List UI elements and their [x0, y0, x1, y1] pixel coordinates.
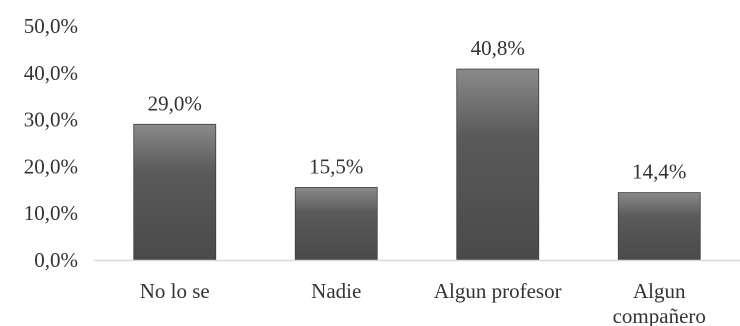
x-tick-label: compañero	[613, 304, 706, 326]
x-tick-label: Algun	[633, 279, 686, 303]
data-label: 15,5%	[309, 154, 363, 178]
data-label: 14,4%	[632, 160, 686, 184]
bar	[617, 192, 701, 261]
data-label: 29,0%	[148, 91, 202, 115]
x-tick-label: Nadie	[311, 279, 361, 303]
y-tick-label: 30,0%	[24, 108, 78, 132]
data-label: 40,8%	[471, 36, 525, 60]
y-tick-label: 50,0%	[24, 14, 78, 38]
x-tick-label: No lo se	[140, 279, 210, 303]
y-tick-label: 10,0%	[24, 201, 78, 225]
y-tick-label: 0,0%	[34, 248, 78, 272]
bar	[133, 123, 217, 261]
y-axis: 0,0% 10,0% 20,0% 30,0% 40,0% 50,0%	[24, 14, 78, 272]
x-axis: No lo se Nadie Algun profesor Alguncompañer…	[94, 259, 740, 326]
x-tick-label: Algun profesor	[434, 279, 562, 303]
data-labels: 29,0% 15,5% 40,8% 14,4%	[148, 36, 687, 184]
bar	[456, 68, 540, 261]
y-tick-label: 40,0%	[24, 61, 78, 85]
y-tick-label: 20,0%	[24, 154, 78, 178]
bars	[133, 68, 701, 261]
bar	[294, 187, 378, 261]
